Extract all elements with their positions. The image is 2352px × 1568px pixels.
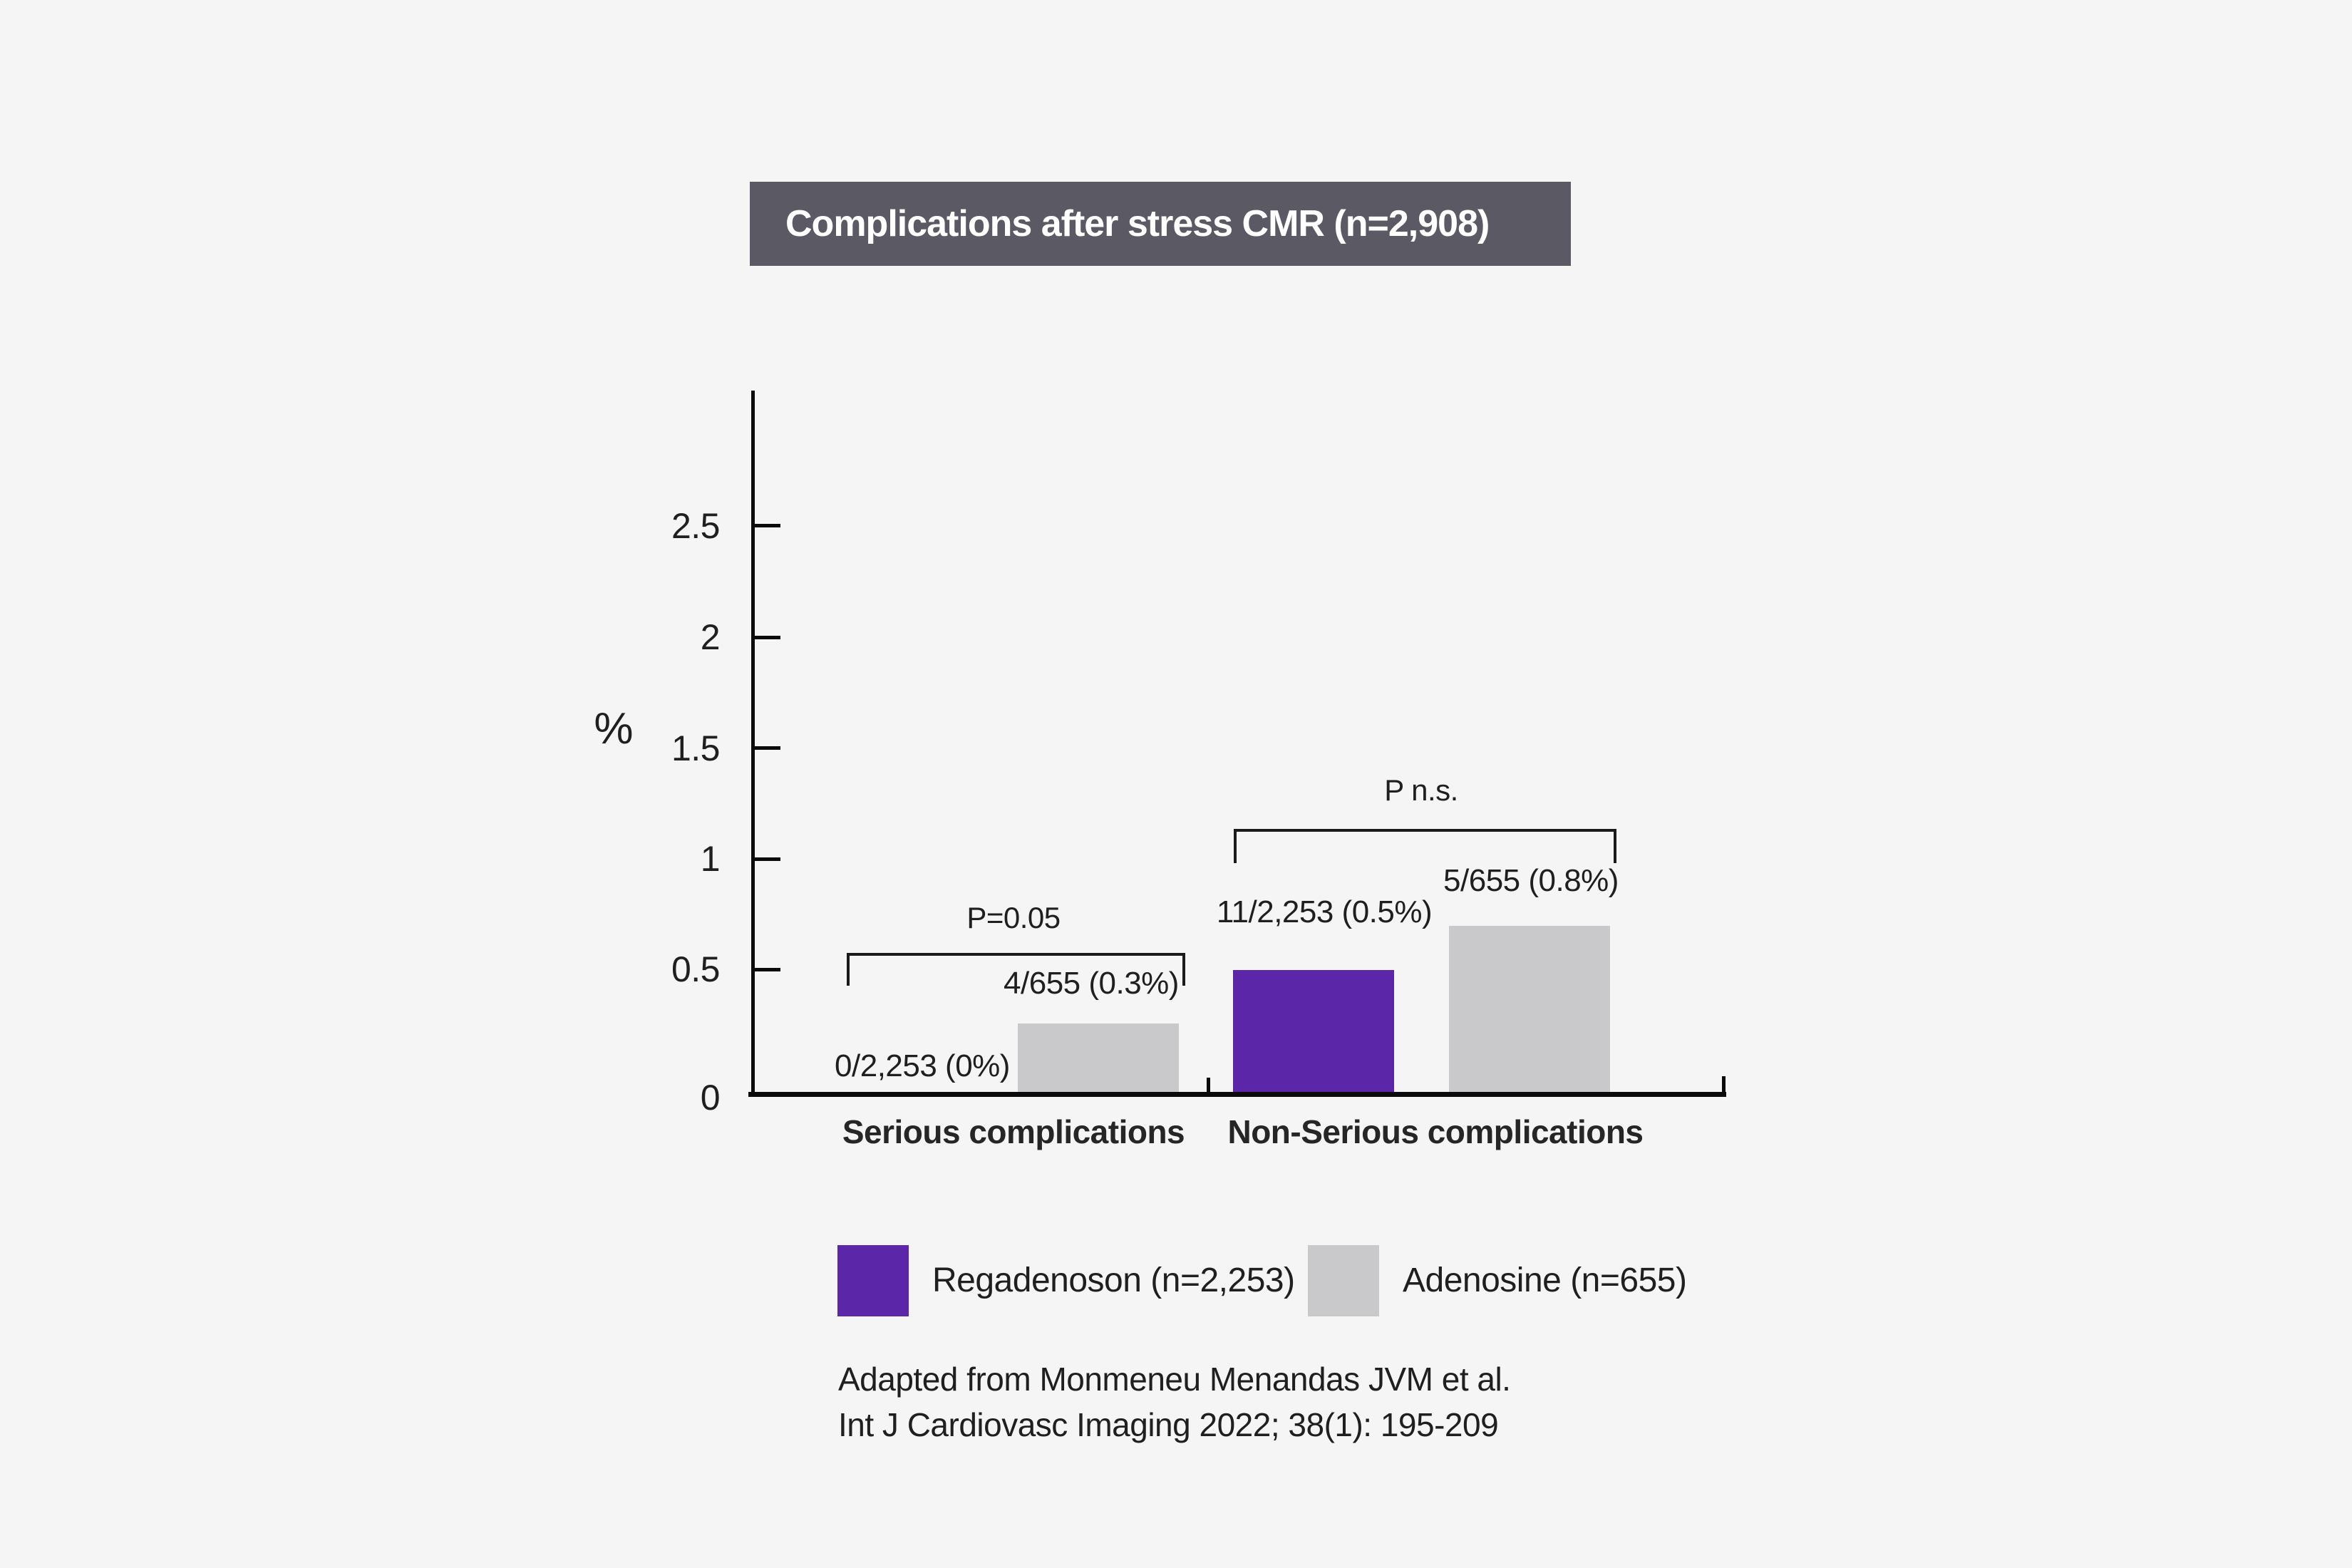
- y-tick-2: [755, 636, 780, 639]
- legend-swatch-regadenoson: [837, 1245, 909, 1316]
- bar-nonserious-regadenoson: [1233, 970, 1394, 1092]
- significance-bracket-serious: [847, 953, 1185, 986]
- citation-line-2: Int J Cardiovasc Imaging 2022; 38(1): 19…: [838, 1406, 1499, 1443]
- title-banner: Complications after stress CMR (n=2,908): [750, 182, 1571, 266]
- value-label-nonserious-regadenoson: 11/2,253 (0.5%): [1216, 894, 1433, 929]
- y-axis-line: [751, 391, 755, 1097]
- y-tick-2.5: [755, 524, 780, 527]
- y-tick-label-2: 2: [700, 617, 721, 657]
- chart-title: Complications after stress CMR (n=2,908): [785, 203, 1490, 244]
- y-tick-label-2.5: 2.5: [671, 506, 721, 546]
- y-tick-1.5: [755, 746, 780, 750]
- value-label-nonserious-adenosine: 5/655 (0.8%): [1443, 863, 1619, 898]
- x-axis-line: [748, 1092, 1726, 1097]
- y-tick-0.5: [755, 968, 780, 971]
- legend-swatch-adenosine: [1308, 1245, 1379, 1316]
- citation-line-1: Adapted from Monmeneu Menandas JVM et al…: [838, 1361, 1511, 1398]
- y-tick-1: [755, 857, 780, 861]
- x-axis-end-tick: [1722, 1076, 1726, 1092]
- y-axis-title: %: [594, 704, 634, 753]
- significance-label-nonserious: P n.s.: [1384, 773, 1458, 807]
- legend-label-adenosine: Adenosine (n=655): [1403, 1262, 1687, 1299]
- value-label-serious-regadenoson: 0/2,253 (0%): [835, 1048, 1010, 1083]
- bar-serious-adenosine: [1018, 1023, 1179, 1092]
- significance-label-serious: P=0.05: [966, 901, 1061, 934]
- significance-bracket-nonserious: [1234, 829, 1616, 863]
- citation: Adapted from Monmeneu Menandas JVM et al…: [838, 1356, 1511, 1448]
- x-axis-divider-tick: [1207, 1078, 1210, 1092]
- y-tick-label-0.5: 0.5: [671, 949, 721, 989]
- y-tick-label-0: 0: [700, 1078, 721, 1118]
- bar-nonserious-adenosine: [1449, 926, 1610, 1092]
- value-label-serious-adenosine: 4/655 (0.3%): [1004, 966, 1179, 1001]
- category-label-serious: Serious complications: [842, 1113, 1185, 1150]
- y-tick-label-1.5: 1.5: [671, 728, 721, 768]
- y-tick-label-1: 1: [700, 839, 721, 879]
- category-label-nonserious: Non-Serious complications: [1227, 1113, 1644, 1150]
- legend-label-regadenoson: Regadenoson (n=2,253): [932, 1262, 1295, 1299]
